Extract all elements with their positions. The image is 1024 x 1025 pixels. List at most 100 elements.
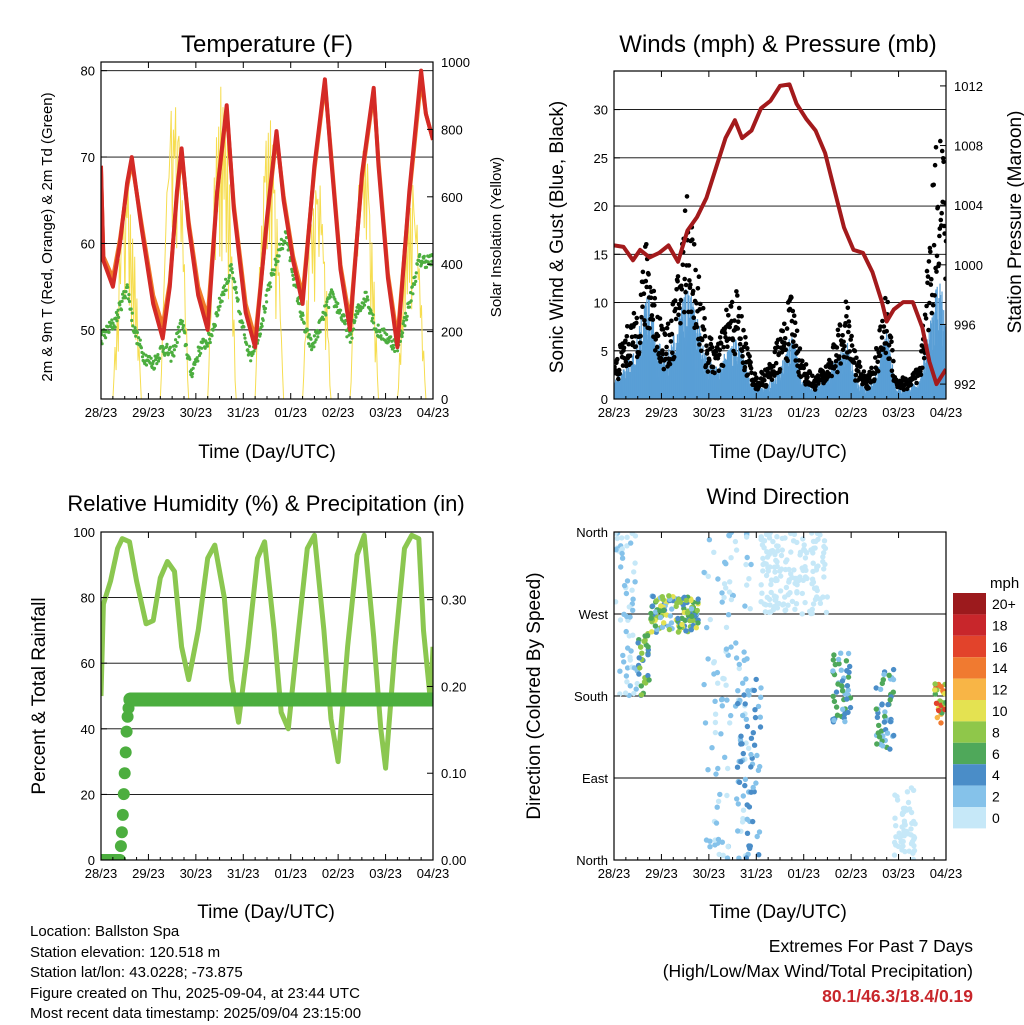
dewpoint-point (283, 240, 287, 244)
direction-point (740, 793, 746, 799)
gust-point (678, 321, 683, 326)
gust-point (849, 333, 854, 339)
direction-point (723, 561, 729, 567)
rh-line (101, 532, 433, 771)
gust-point (699, 337, 705, 343)
direction-point (693, 625, 699, 631)
dewpoint-point (199, 351, 203, 355)
gust-point (680, 262, 686, 268)
direction-point (842, 711, 848, 717)
direction-point (745, 688, 751, 694)
dewpoint-point (107, 330, 111, 334)
y-tick-label: 50 (81, 323, 95, 338)
dewpoint-point (314, 338, 318, 342)
precip-point (121, 710, 134, 723)
dewpoint-point (113, 325, 117, 329)
gust-point (693, 267, 698, 273)
gust-point (783, 347, 788, 353)
direction-point (632, 533, 639, 539)
direction-title: Wind Direction (706, 484, 849, 509)
direction-point (751, 742, 758, 748)
direction-point (735, 828, 741, 834)
gust-point (720, 363, 726, 369)
direction-point (779, 535, 785, 542)
x-tick-label: 29/23 (132, 405, 165, 420)
gust-point (642, 318, 647, 323)
x-tick-label: 02/23 (835, 405, 868, 420)
gust-point (654, 344, 660, 350)
direction-point (624, 534, 630, 540)
gust-point (828, 360, 834, 366)
dewpoint-point (352, 327, 356, 331)
direction-point (742, 701, 748, 707)
gust-point (716, 368, 722, 374)
latlon-text: Station lat/lon: 43.0228; -73.875 (30, 964, 243, 982)
gust-point (678, 297, 684, 303)
gust-point (669, 331, 675, 337)
x-tick-label: 02/23 (835, 866, 868, 881)
gust-point (729, 299, 735, 305)
direction-point (764, 549, 770, 555)
direction-point (740, 712, 746, 719)
precip-point (119, 746, 132, 759)
direction-point (743, 855, 749, 860)
direction-point (648, 615, 654, 621)
dewpoint-point (124, 290, 128, 294)
dewpoint-point (125, 283, 129, 287)
gust-point (921, 355, 927, 361)
dewpoint-point (137, 336, 141, 340)
direction-point (728, 644, 734, 650)
direction-point (736, 855, 742, 860)
gust-point (624, 334, 630, 339)
gust-point (784, 326, 790, 331)
gust-point (748, 360, 753, 365)
direction-point (844, 683, 851, 689)
direction-point (750, 818, 756, 825)
direction-point (842, 718, 848, 725)
dewpoint-point (286, 248, 290, 252)
dewpoint-point (364, 290, 368, 294)
legend-swatch (953, 657, 986, 679)
x-tick-label: 29/23 (645, 866, 678, 881)
dewpoint-point (313, 340, 317, 344)
extremes-values: 80.1/46.3/18.4/0.19 (822, 986, 973, 1006)
direction-point (790, 538, 797, 544)
direction-point (896, 830, 902, 836)
gust-point (790, 308, 796, 314)
direction-point (802, 555, 809, 561)
gust-point (715, 356, 721, 361)
direction-point (799, 590, 805, 597)
gust-point (846, 329, 851, 335)
gust-point (866, 385, 871, 391)
plot-frame (100, 61, 434, 400)
dewpoint-point (216, 313, 220, 317)
direction-point (733, 655, 740, 661)
dewpoint-point (208, 340, 212, 345)
dewpoint-point (190, 375, 194, 379)
direction-point (626, 604, 632, 610)
gust-point (631, 310, 637, 316)
dewpoint-point (409, 299, 413, 303)
dewpoint-point (129, 307, 133, 311)
dewpoint-point (302, 321, 306, 325)
gust-point (674, 287, 679, 292)
direction-point (738, 733, 744, 739)
direction-point (943, 699, 946, 706)
gust-point (881, 324, 887, 329)
dewpoint-point (210, 334, 214, 338)
direction-point (793, 601, 800, 607)
dewpoint-point (411, 292, 415, 296)
dewpoint-point (134, 334, 138, 338)
direction-point (821, 566, 827, 572)
dewpoint-point (390, 339, 394, 343)
gust-point (940, 156, 946, 161)
dewpoint-point (130, 311, 134, 315)
direction-point (734, 764, 741, 770)
direction-point (711, 549, 717, 555)
dewpoint-point (131, 324, 135, 328)
gust-point (747, 354, 752, 359)
x-tick-label: 02/23 (322, 405, 355, 420)
direction-point (728, 712, 734, 719)
direction-point (659, 594, 665, 600)
direction-point (844, 696, 850, 702)
